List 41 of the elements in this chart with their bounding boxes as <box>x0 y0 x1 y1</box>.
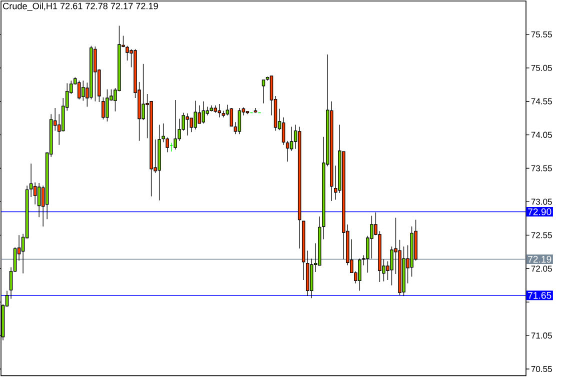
y-tick-label: 72.05 <box>531 266 552 272</box>
candlestick <box>166 137 169 153</box>
candlestick <box>94 46 97 102</box>
y-tick-label: 73.55 <box>531 165 552 172</box>
candlestick <box>282 117 286 146</box>
y-tick-label: 72.55 <box>531 232 552 238</box>
candlestick <box>218 104 222 118</box>
candlestick <box>358 258 362 292</box>
candlestick <box>37 182 41 218</box>
candlestick <box>186 113 189 136</box>
candlestick <box>230 108 234 126</box>
y-tick-label: 73.05 <box>531 198 552 205</box>
candlestick <box>33 182 37 205</box>
candlestick <box>29 163 33 198</box>
candlestick <box>290 126 294 152</box>
candlestick <box>82 80 85 102</box>
candlestick <box>194 100 197 130</box>
y-tick-label: 75.55 <box>531 31 552 38</box>
candlestick <box>174 100 177 150</box>
y-tick-label: 70.55 <box>531 366 552 372</box>
candlestick <box>106 88 109 122</box>
candlestick <box>78 80 81 100</box>
candlestick <box>238 108 242 134</box>
candlestick <box>198 105 201 124</box>
ref-line-label: 71.65 <box>528 292 552 299</box>
candlestick <box>126 45 129 61</box>
candlestick <box>202 101 206 124</box>
ref-line-label: 72.19 <box>528 256 552 263</box>
candlestick <box>390 246 394 286</box>
y-tick-label: 75.05 <box>531 64 552 71</box>
y-tick-label: 74.55 <box>531 98 552 104</box>
ref-line-label: 72.90 <box>528 208 552 216</box>
chart-title: Crude_Oil,H1 72.61 72.78 72.17 72.19 <box>3 2 158 11</box>
candlestick <box>142 64 145 120</box>
y-tick-label: 71.05 <box>531 332 552 339</box>
candlestick <box>102 97 105 120</box>
candlestick <box>286 140 290 162</box>
candlestick <box>262 80 266 104</box>
candlestick <box>370 215 374 259</box>
y-tick-label: 74.05 <box>531 132 552 138</box>
candlestick <box>222 110 226 118</box>
